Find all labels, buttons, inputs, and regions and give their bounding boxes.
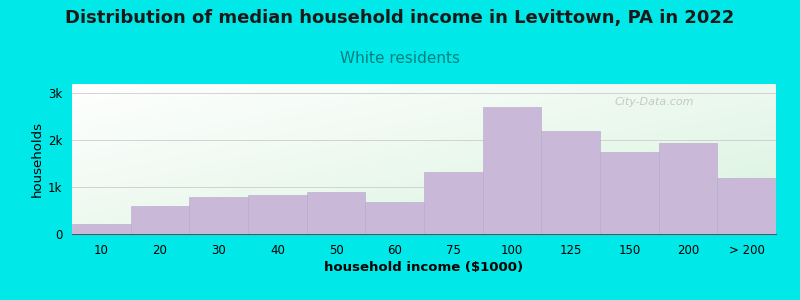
Bar — [190, 197, 248, 234]
Bar — [542, 131, 600, 234]
Y-axis label: households: households — [30, 121, 44, 197]
Bar — [482, 107, 542, 234]
Bar — [424, 172, 482, 234]
Bar — [366, 202, 424, 234]
Bar — [658, 142, 718, 234]
Bar — [600, 152, 658, 234]
Text: White residents: White residents — [340, 51, 460, 66]
Bar — [130, 206, 190, 234]
Bar — [72, 224, 130, 234]
Text: Distribution of median household income in Levittown, PA in 2022: Distribution of median household income … — [66, 9, 734, 27]
X-axis label: household income ($1000): household income ($1000) — [325, 261, 523, 274]
Text: City-Data.com: City-Data.com — [614, 97, 694, 107]
Bar — [718, 178, 776, 234]
Bar — [306, 192, 366, 234]
Bar — [248, 195, 306, 234]
